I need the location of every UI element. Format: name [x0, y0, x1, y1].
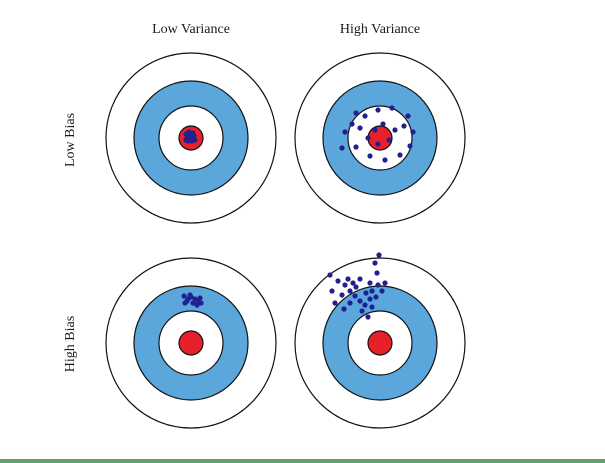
shot-dot [375, 141, 381, 147]
shot-dot [350, 280, 356, 286]
target-low-bias-high-variance [294, 52, 466, 224]
target-high-bias-low-variance [105, 257, 277, 429]
shot-dot [362, 113, 368, 119]
shot-dot [405, 113, 411, 119]
row-header-high-bias: High Bias [63, 316, 78, 372]
shot-dot [339, 292, 345, 298]
shot-dot [375, 282, 381, 288]
shot-dot [363, 290, 369, 296]
shot-dot [347, 300, 353, 306]
shot-dot [367, 153, 373, 159]
shot-dot [335, 278, 341, 284]
shot-dot [342, 282, 348, 288]
shot-dot [374, 270, 380, 276]
shot-dot [341, 306, 347, 312]
shot-dot [365, 314, 371, 320]
shot-dot [353, 144, 359, 150]
shot-dot [401, 123, 407, 129]
shot-dot [339, 145, 345, 151]
shot-dot [359, 308, 365, 314]
shot-dot [187, 292, 193, 298]
shot-dot [372, 260, 378, 266]
shot-dot [397, 152, 403, 158]
bullseye [367, 330, 393, 356]
shot-dot [372, 127, 378, 133]
shot-dot [353, 284, 359, 290]
shot-dot [357, 276, 363, 282]
shot-dot [181, 293, 187, 299]
shot-dot [357, 298, 363, 304]
bottom-border-strip [0, 459, 605, 463]
shot-dot [386, 137, 392, 143]
shot-dot [379, 288, 385, 294]
shot-dot [197, 295, 203, 301]
column-header-high-variance: High Variance [340, 22, 420, 37]
shot-dot [382, 157, 388, 163]
shot-dot [182, 300, 188, 306]
shot-dot [327, 272, 333, 278]
shot-dot [342, 129, 348, 135]
shot-dot [407, 143, 413, 149]
shot-dot [349, 121, 355, 127]
shot-dot [352, 293, 358, 299]
shot-dot [375, 107, 381, 113]
shot-dot [369, 304, 375, 310]
shot-dot [332, 300, 338, 306]
shot-dot [392, 127, 398, 133]
shot-dot [347, 288, 353, 294]
shot-dot [365, 135, 371, 141]
shot-dot [190, 135, 196, 141]
target-high-bias-high-variance [294, 252, 466, 429]
shot-dot [380, 121, 386, 127]
bullseye [178, 330, 204, 356]
shot-dot [329, 288, 335, 294]
shot-dot [376, 252, 382, 258]
shot-dot [357, 125, 363, 131]
shot-dot [367, 280, 373, 286]
shot-dot [345, 276, 351, 282]
shot-dot [198, 300, 204, 306]
shot-dot [367, 296, 373, 302]
shot-dot [369, 288, 375, 294]
shot-dot [190, 300, 196, 306]
row-header-low-bias: Low Bias [63, 113, 78, 167]
shot-dot [373, 294, 379, 300]
shot-dot [183, 137, 189, 143]
shot-dot [353, 110, 359, 116]
shot-dot [382, 280, 388, 286]
shot-dot [194, 302, 200, 308]
shot-dot [362, 302, 368, 308]
shot-dot [389, 105, 395, 111]
target-low-bias-low-variance [105, 52, 277, 224]
shot-dot [410, 129, 416, 135]
column-header-low-variance: Low Variance [152, 22, 230, 37]
